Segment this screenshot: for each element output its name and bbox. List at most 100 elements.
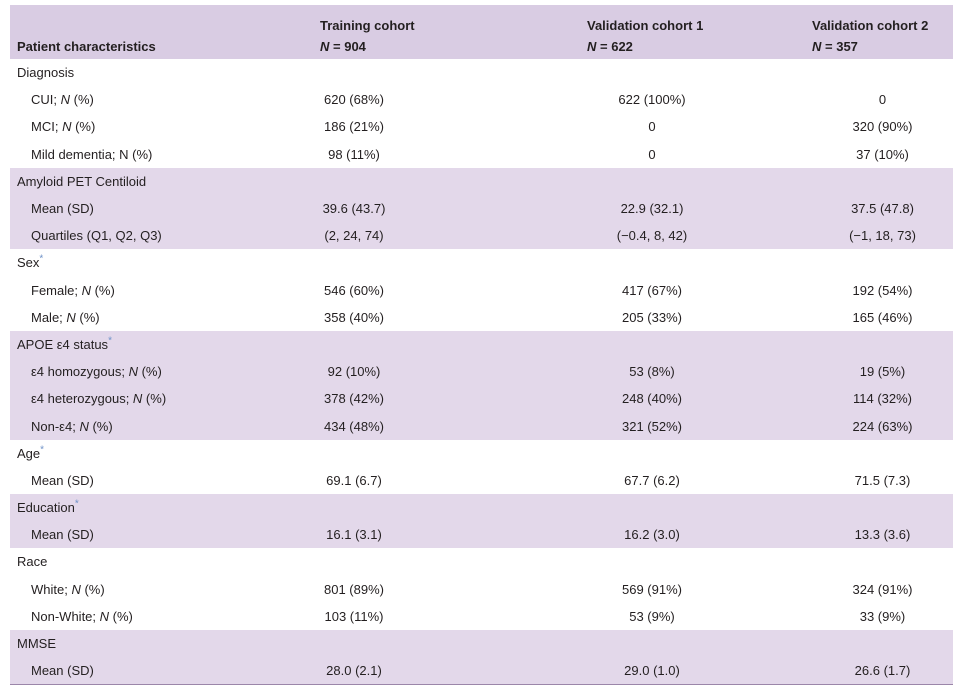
column-header-training: Training cohort: [310, 5, 550, 33]
value-validation-2: 224 (63%): [812, 412, 953, 440]
row-label-text: White;: [31, 581, 72, 597]
row-label: ε4 homozygous; N (%): [10, 358, 310, 386]
section-row: Amyloid PET Centiloid: [10, 167, 953, 195]
section-title: MMSE: [10, 629, 310, 658]
table-row: Non-ε4; N (%) 434 (48%) 321 (52%) 224 (63%): [10, 412, 953, 440]
value-training: 801 (89%): [324, 581, 384, 597]
value-training: 39.6 (43.7): [310, 194, 550, 223]
section-title-text: Education: [17, 500, 75, 516]
section-row: Age*: [10, 440, 953, 467]
table-row: White; N (%) 801 (89%) 569 (91%) 324 (91%): [10, 576, 953, 603]
value-validation-2: 165 (46%): [852, 309, 913, 325]
row-label-text: Quartiles (Q1, Q2, Q3): [31, 228, 162, 244]
empty-cell: [550, 330, 812, 359]
empty-cell: [812, 249, 953, 276]
empty-cell: [812, 59, 953, 86]
row-label: Mean (SD): [10, 521, 310, 549]
section-title: Sex*: [10, 249, 310, 276]
value-training: 620 (68%): [324, 92, 384, 108]
footnote-asterisk: *: [74, 498, 79, 510]
patient-characteristics-table: Training cohort Validation cohort 1 Vali…: [10, 5, 953, 686]
row-label-text: ε4 homozygous;: [31, 364, 129, 380]
row-label-text: Male;: [31, 309, 67, 325]
footnote-asterisk: *: [108, 335, 112, 347]
value-validation-1: 569 (91%): [622, 581, 682, 597]
n-validation-2: N = 357: [812, 33, 953, 59]
value-validation-2: 192 (54%): [852, 282, 913, 298]
section-row: MMSE: [10, 629, 953, 658]
value-validation-1: 53 (9%): [629, 608, 675, 624]
value-training: 186 (21%): [324, 119, 384, 135]
row-label: CUI; N (%): [10, 86, 310, 113]
section-title-text: Race: [17, 554, 48, 570]
value-validation-2: 37 (10%): [856, 146, 909, 162]
empty-cell: [310, 629, 550, 658]
empty-cell: [310, 494, 550, 522]
empty-cell: [812, 548, 953, 575]
empty-cell: [310, 330, 550, 359]
value-validation-2: 0: [878, 92, 887, 108]
value-validation-2: 19 (5%): [812, 358, 953, 386]
table-row: ε4 heterozygous; N (%) 378 (42%) 248 (40%)…: [10, 385, 953, 413]
row-label-n: N: [62, 119, 72, 135]
column-header-validation-2: Validation cohort 2: [812, 5, 953, 33]
table-row: Mild dementia; N (%) 98 (11%) 0 37 (10%): [10, 141, 953, 168]
n-validation-1: N = 622: [550, 33, 812, 59]
section-title-text: MMSE: [17, 636, 56, 652]
value-validation-1: 0: [648, 119, 656, 135]
value-training: 103 (11%): [324, 608, 384, 624]
table-row: Mean (SD) 16.1 (3.1) 16.2 (3.0) 13.3 (3.6): [10, 521, 953, 549]
row-label: Non-ε4; N (%): [10, 412, 310, 440]
empty-cell: [550, 440, 812, 467]
empty-cell: [310, 249, 550, 276]
value-training: 546 (60%): [324, 282, 384, 298]
empty-cell: [812, 494, 953, 522]
row-label-text: Mild dementia; N (%): [31, 146, 153, 162]
row-label-suffix: (%): [75, 309, 100, 325]
value-validation-1: 248 (40%): [550, 385, 812, 413]
value-training: (2, 24, 74): [310, 222, 550, 250]
empty-cell: [812, 167, 953, 195]
section-title: Race: [10, 548, 310, 575]
table-row: ε4 homozygous; N (%) 92 (10%) 53 (8%) 19 (5…: [10, 358, 953, 386]
row-label-suffix: (%): [137, 364, 162, 380]
row-label-suffix: (%): [80, 581, 105, 597]
n-training: N = 904: [310, 33, 550, 59]
row-label-header: Patient characteristics: [10, 33, 310, 59]
value-validation-2: 37.5 (47.8): [812, 194, 953, 223]
value-validation-2: (−1, 18, 73): [812, 222, 953, 250]
value-validation-1: 29.0 (1.0): [550, 657, 812, 686]
row-label-n: N: [132, 391, 143, 407]
section-title-text: APOE ε4 status: [17, 336, 109, 352]
row-label: Male; N (%): [10, 304, 310, 331]
empty-cell: [310, 167, 550, 195]
table-row: Mean (SD) 69.1 (6.7) 67.7 (6.2) 71.5 (7.3): [10, 467, 953, 494]
section-title: APOE ε4 status*: [10, 330, 310, 359]
row-label-suffix: (%): [71, 119, 96, 135]
row-label-text: Non-White;: [31, 608, 100, 624]
row-label-n: N: [99, 608, 110, 624]
value-validation-2: 324 (91%): [852, 581, 913, 597]
row-label-n: N: [79, 418, 89, 434]
row-label-text: Mean (SD): [31, 663, 94, 679]
empty-cell: [812, 440, 953, 467]
row-label-text: CUI;: [31, 92, 61, 108]
row-label: ε4 heterozygous; N (%): [10, 385, 310, 413]
value-validation-1: 53 (8%): [550, 358, 812, 386]
empty-cell: [310, 59, 550, 86]
value-validation-2: 26.6 (1.7): [812, 657, 953, 686]
table-row: Female; N (%) 546 (60%) 417 (67%) 192 (54%): [10, 277, 953, 304]
section-title: Age*: [10, 440, 310, 467]
empty-cell: [550, 249, 812, 276]
value-validation-2: 13.3 (3.6): [812, 521, 953, 549]
value-training: 92 (10%): [310, 358, 550, 386]
row-label-suffix: (%): [88, 418, 113, 434]
value-validation-1: 622 (100%): [618, 92, 686, 108]
section-row: APOE ε4 status*: [10, 330, 953, 359]
section-title: Amyloid PET Centiloid: [10, 167, 310, 195]
row-label-n: N: [81, 282, 91, 298]
section-title: Diagnosis: [10, 59, 310, 86]
empty-cell: [310, 548, 550, 575]
value-validation-1: (−0.4, 8, 42): [550, 222, 812, 250]
